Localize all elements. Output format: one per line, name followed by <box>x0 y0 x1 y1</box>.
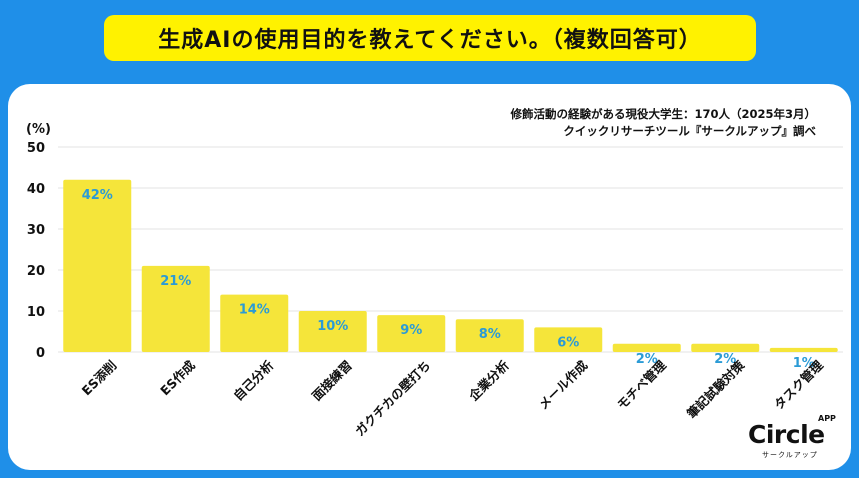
source-line-1: 修飾活動の経験がある現役大学生：170人（2025年3月） <box>510 107 816 121</box>
y-tick-label: 40 <box>27 182 45 197</box>
bar-4 <box>377 315 446 352</box>
value-label-8: 2% <box>714 352 736 367</box>
title-banner: 生成AIの使用目的を教えてください。（複数回答可） <box>104 15 756 61</box>
x-category-label-5: 企業分析 <box>465 357 512 404</box>
bar-9 <box>769 347 838 352</box>
chart-card: 修飾活動の経験がある現役大学生：170人（2025年3月） クイックリサーチツー… <box>8 84 851 470</box>
value-label-5: 8% <box>479 327 501 342</box>
x-category-label-6: メール作成 <box>536 357 591 412</box>
source-note: 修飾活動の経験がある現役大学生：170人（2025年3月） クイックリサーチツー… <box>510 106 816 140</box>
bar-0 <box>63 179 132 352</box>
y-tick-label: 0 <box>36 346 45 361</box>
value-label-3: 10% <box>317 319 348 334</box>
value-label-7: 2% <box>636 352 658 367</box>
x-category-label-2: 自己分析 <box>230 357 276 403</box>
logo-app-tag: APP <box>818 414 836 423</box>
y-axis-ticks: 0 10 20 30 40 50 <box>27 141 45 361</box>
y-tick-label: 10 <box>27 305 45 320</box>
bar-5 <box>455 319 524 352</box>
y-tick-label: 20 <box>27 264 45 279</box>
y-tick-label: 30 <box>27 223 45 238</box>
x-category-label-1: ES作成 <box>157 357 198 398</box>
circle-app-logo: Circle APP サークルアップ <box>748 414 838 464</box>
value-labels: 42% 21% 14% 10% 9% 8% 6% 2% 2% 1% <box>82 188 815 371</box>
value-label-4: 9% <box>400 323 422 338</box>
bar-6 <box>534 327 603 352</box>
bars <box>63 179 838 352</box>
bar-chart: 0 10 20 30 40 50 (%) 42% 21% 14% 10% 9% 8% 6% 2% 2% 1%… <box>26 122 843 439</box>
value-label-2: 14% <box>239 303 270 318</box>
bar-8 <box>691 343 760 352</box>
chart-title: 生成AIの使用目的を教えてください。（複数回答可） <box>158 28 702 53</box>
bar-7 <box>612 343 681 352</box>
value-label-9: 1% <box>793 356 815 371</box>
y-axis-unit-label: (%) <box>26 122 51 137</box>
logo-wordmark: Circle <box>748 420 825 449</box>
y-tick-label: 50 <box>27 141 45 156</box>
bar-2 <box>220 294 289 352</box>
x-category-label-0: ES添削 <box>79 358 120 399</box>
bar-3 <box>298 311 367 352</box>
value-label-0: 42% <box>82 188 113 203</box>
logo-subtext: サークルアップ <box>762 451 818 459</box>
source-line-2: クイックリサーチツール『サークルアップ』調べ <box>563 124 816 138</box>
value-label-6: 6% <box>557 335 579 350</box>
x-category-label-3: 面接練習 <box>309 358 355 404</box>
value-label-1: 21% <box>160 274 191 289</box>
x-category-label-4: ガクチカの壁打ち <box>352 358 433 439</box>
bar-1 <box>141 265 210 352</box>
